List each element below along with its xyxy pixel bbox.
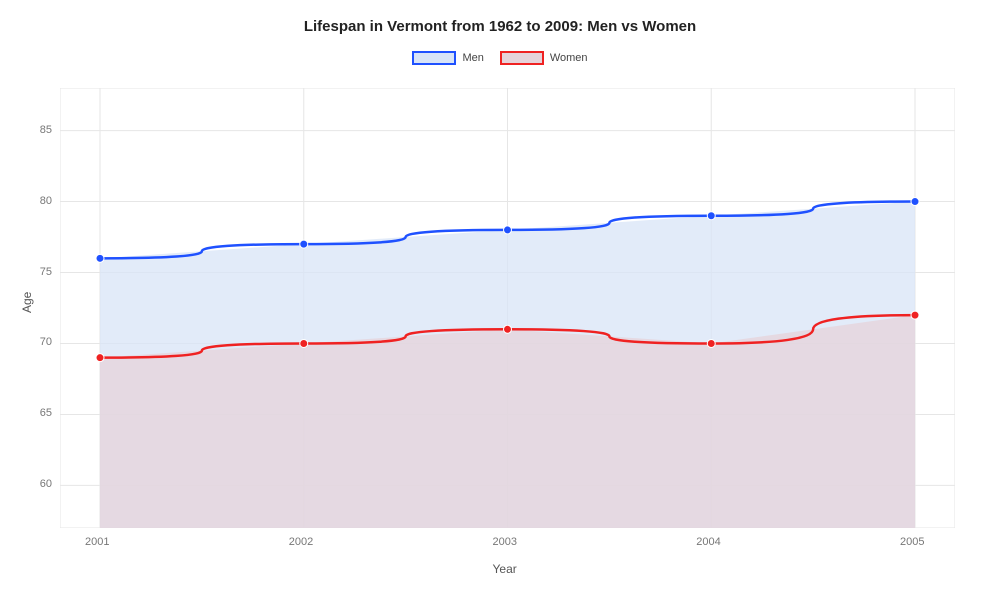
x-tick-label: 2004 xyxy=(696,536,720,548)
x-tick-label: 2001 xyxy=(85,536,109,548)
x-tick-label: 2005 xyxy=(900,536,924,548)
y-tick-label: 85 xyxy=(40,124,52,136)
chart-title: Lifespan in Vermont from 1962 to 2009: M… xyxy=(0,0,1000,35)
x-tick-label: 2002 xyxy=(289,536,313,548)
legend-swatch-men xyxy=(412,51,456,65)
y-tick-label: 60 xyxy=(40,478,52,490)
legend-label-men: Men xyxy=(462,52,483,64)
y-tick-label: 70 xyxy=(40,336,52,348)
legend: Men Women xyxy=(0,51,1000,65)
y-axis-label: Age xyxy=(20,292,34,313)
plot-area xyxy=(60,88,955,528)
x-axis-label: Year xyxy=(493,562,517,576)
legend-item-women: Women xyxy=(500,51,588,65)
y-tick-label: 75 xyxy=(40,266,52,278)
y-tick-label: 80 xyxy=(40,195,52,207)
x-tick-label: 2003 xyxy=(493,536,517,548)
legend-swatch-women xyxy=(500,51,544,65)
legend-item-men: Men xyxy=(412,51,483,65)
y-tick-label: 65 xyxy=(40,407,52,419)
legend-label-women: Women xyxy=(550,52,588,64)
chart-container: Lifespan in Vermont from 1962 to 2009: M… xyxy=(0,0,1000,600)
